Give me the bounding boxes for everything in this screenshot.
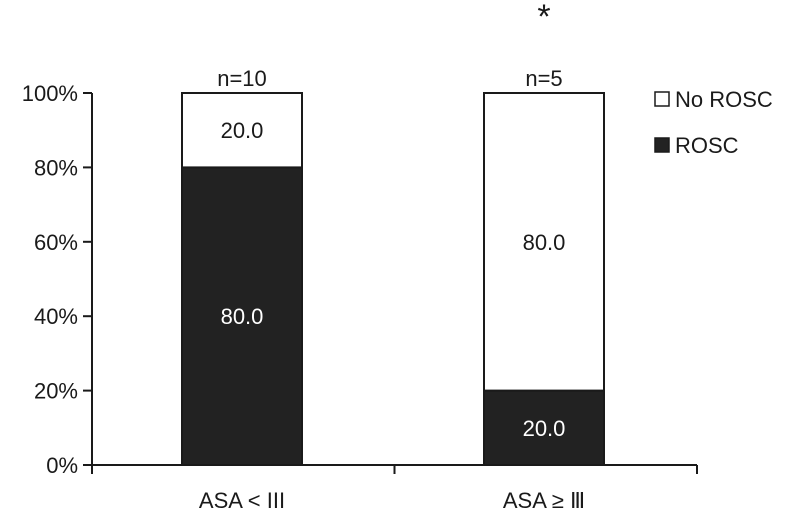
y-tick-label: 0% (46, 453, 78, 478)
data-label: 20.0 (523, 416, 566, 441)
legend-swatch (654, 91, 670, 107)
bar-segment-no-rosc (483, 92, 605, 392)
data-label: 80.0 (523, 230, 566, 255)
significance-marker: * (537, 0, 550, 36)
data-label: 80.0 (221, 304, 264, 329)
bars: 80.0 20.0 n=10 20.0 80.0 n=5 (181, 66, 605, 467)
y-tick-label: 80% (34, 155, 78, 180)
annotations: * (537, 0, 550, 36)
bar-segment-no-rosc (181, 92, 303, 169)
y-tick-label: 40% (34, 304, 78, 329)
sample-size-label: n=5 (525, 66, 562, 91)
legend: No ROSC ROSC (654, 87, 773, 158)
legend-label: No ROSC (675, 87, 773, 112)
category-label: ASA ≥ Ⅲ (503, 488, 585, 508)
data-label: 20.0 (221, 118, 264, 143)
y-tick-label: 60% (34, 230, 78, 255)
sample-size-label: n=10 (217, 66, 267, 91)
y-tick-label: 20% (34, 379, 78, 404)
legend-swatch (654, 137, 670, 153)
bar-segment-rosc (483, 389, 605, 467)
x-axis: ASA < III ASA ≥ Ⅲ (91, 464, 698, 508)
category-label: ASA < III (199, 488, 285, 508)
y-tick-label: 100% (22, 81, 78, 106)
y-axis: 0% 20% 40% 60% 80% 100% (22, 81, 93, 478)
legend-label: ROSC (675, 133, 739, 158)
bar-segment-rosc (181, 166, 303, 466)
